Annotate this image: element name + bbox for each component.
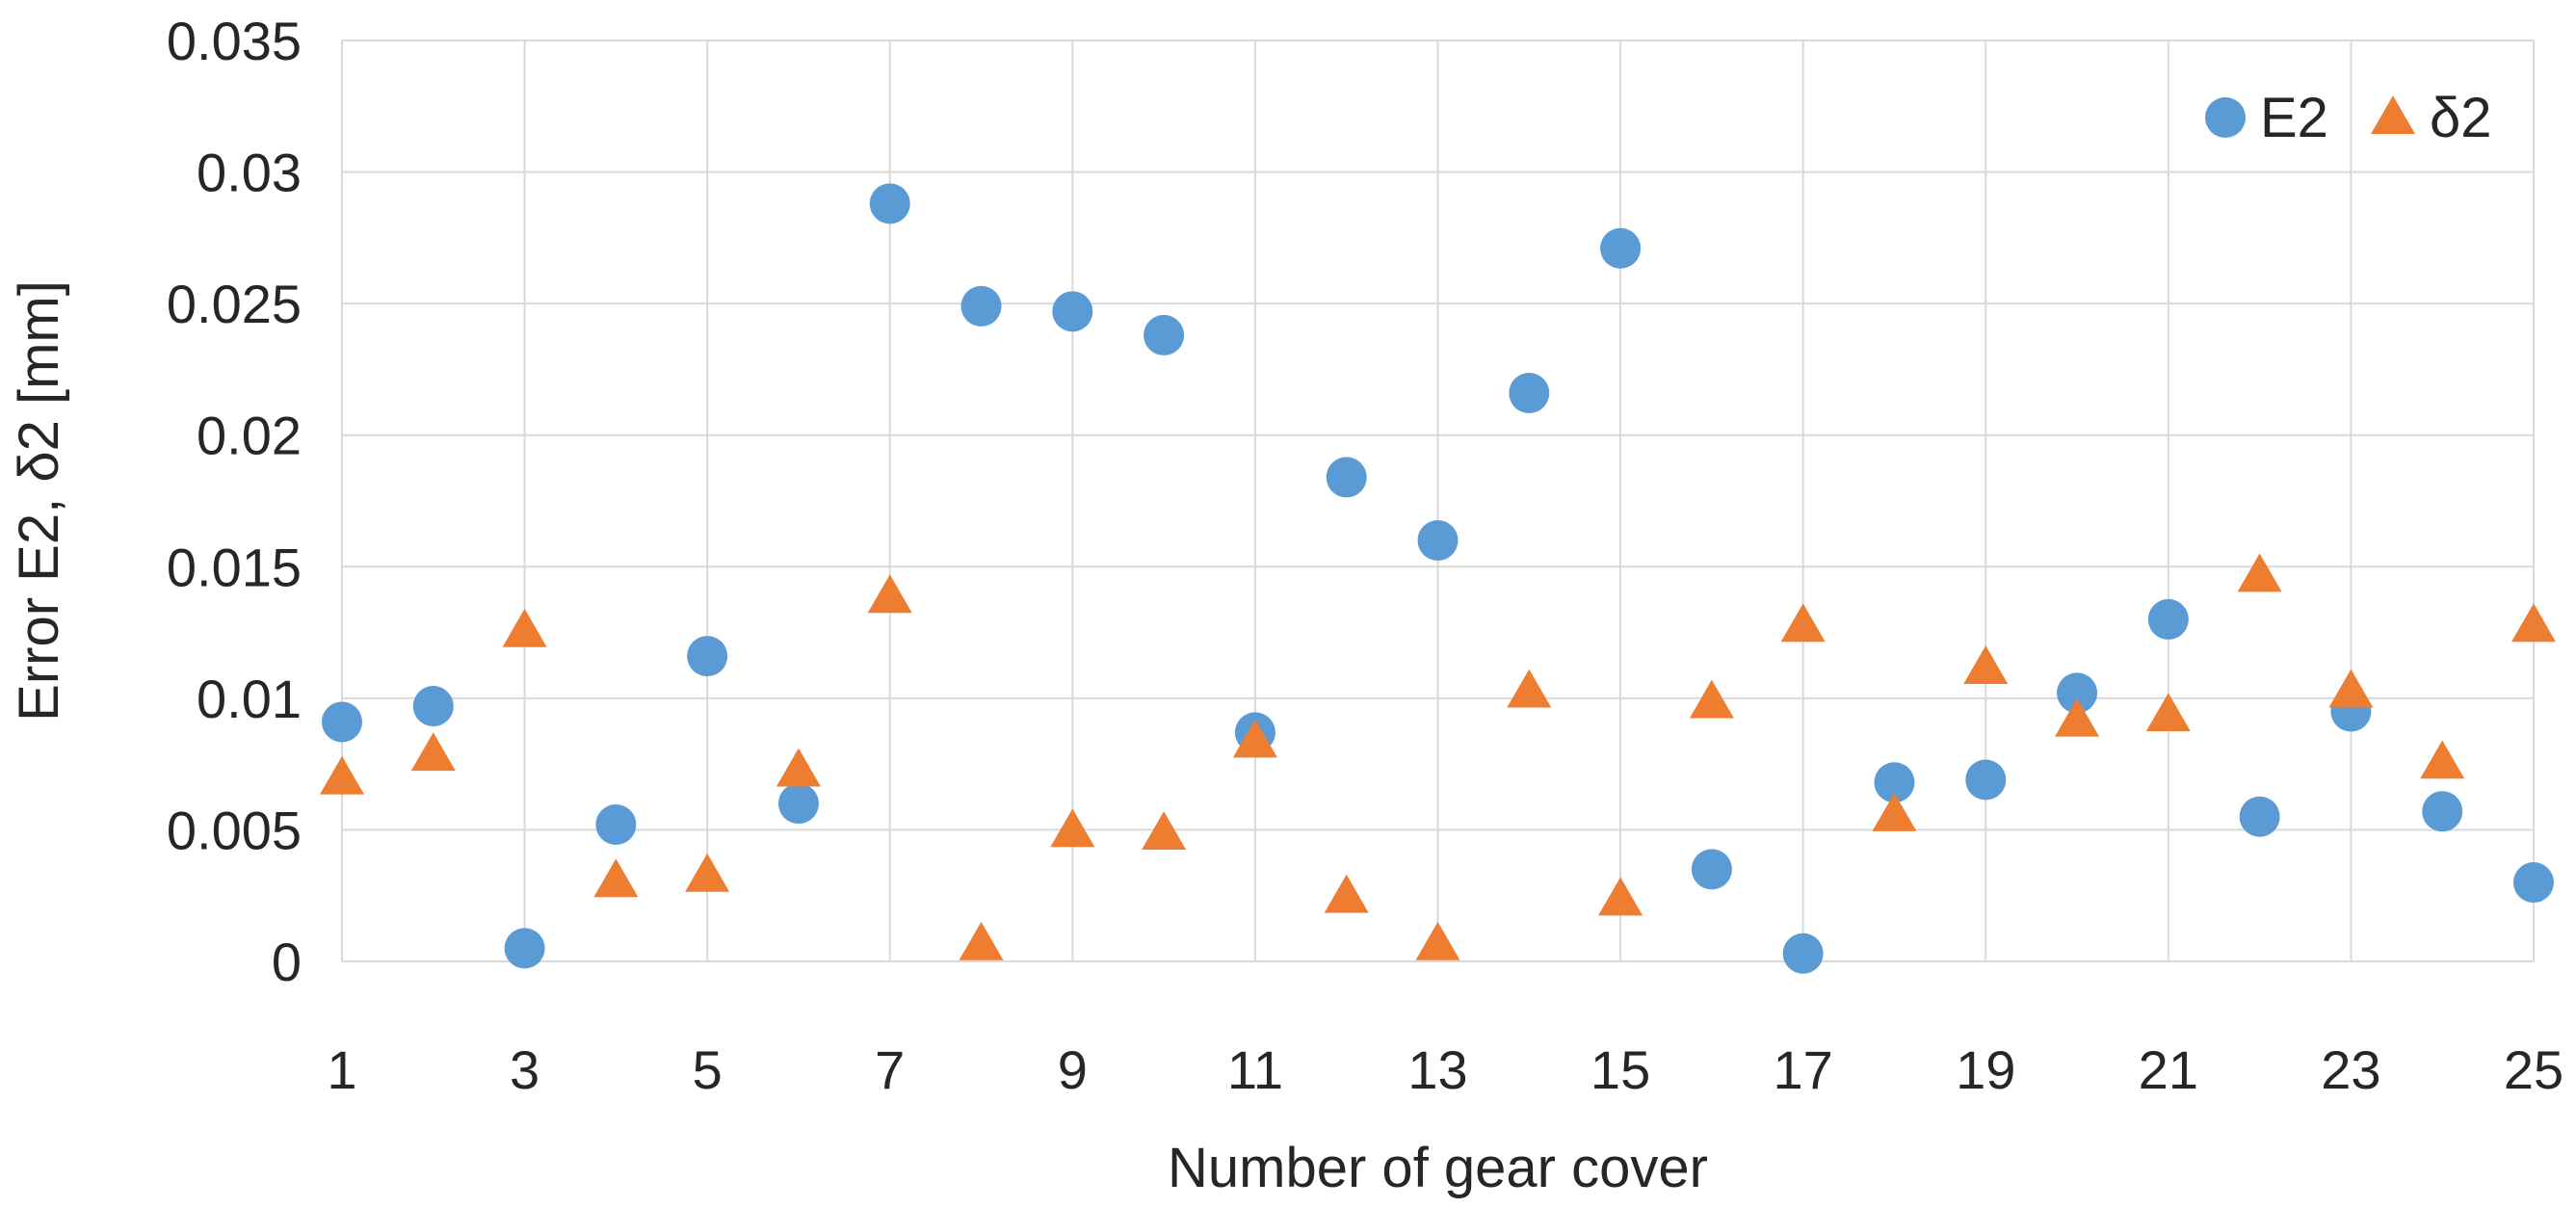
y-tick-label: 0.015: [167, 537, 302, 597]
legend-label-delta2: δ2: [2430, 87, 2492, 149]
x-tick-label: 19: [1956, 1039, 2015, 1100]
data-point-delta2: [2511, 603, 2556, 643]
data-point-e2: [1691, 849, 1732, 890]
data-point-e2: [1417, 519, 1459, 561]
data-point-e2: [2513, 862, 2554, 904]
data-point-delta2: [775, 748, 821, 787]
data-point-delta2: [410, 732, 456, 772]
data-point-delta2: [1507, 669, 1552, 708]
x-tick-label: 17: [1774, 1039, 1833, 1100]
data-point-delta2: [2237, 553, 2282, 592]
data-point-e2: [1965, 759, 2007, 801]
data-point-e2: [504, 928, 545, 969]
data-point-e2: [1326, 457, 1367, 498]
data-point-delta2: [1415, 921, 1460, 960]
y-axis-title: Error E2, δ2 [mm]: [8, 280, 70, 722]
data-point-delta2: [502, 608, 547, 647]
data-point-e2: [2147, 598, 2189, 640]
data-point-e2: [1052, 291, 1093, 332]
data-point-e2: [322, 701, 362, 743]
data-point-delta2: [1324, 874, 1369, 913]
data-point-delta2: [1142, 811, 1187, 851]
data-point-delta2: [1232, 719, 1277, 758]
y-axis-ticks: 0 0.005 0.01 0.015 0.02 0.025 0.03 0.035: [167, 11, 302, 992]
series-delta2: [320, 553, 2556, 960]
data-point-e2: [869, 183, 910, 224]
data-point-e2: [960, 285, 1002, 327]
data-point-delta2: [2328, 669, 2374, 708]
y-tick-label: 0.025: [167, 274, 302, 334]
x-tick-label: 25: [2504, 1039, 2563, 1100]
legend-label-e2: E2: [2260, 87, 2328, 149]
data-point-e2: [1600, 227, 1642, 269]
data-point-e2: [777, 783, 819, 825]
data-point-e2: [2057, 672, 2098, 714]
x-tick-label: 3: [510, 1039, 539, 1100]
legend-marker-e2: [2205, 97, 2246, 138]
data-point-delta2: [959, 921, 1004, 960]
x-tick-label: 15: [1590, 1039, 1650, 1100]
x-tick-label: 7: [875, 1039, 905, 1100]
data-point-delta2: [1689, 679, 1734, 719]
data-point-delta2: [593, 858, 639, 898]
y-tick-label: 0.01: [197, 669, 302, 729]
data-series: [320, 183, 2556, 974]
legend: E2 δ2: [2205, 87, 2492, 149]
y-tick-label: 0.005: [167, 800, 302, 860]
data-point-e2: [412, 686, 454, 727]
data-point-e2: [2239, 796, 2280, 837]
x-axis-ticks: 1 3 5 7 9 11 13 15 17 19 21 23 25: [327, 1039, 2563, 1100]
data-point-delta2: [2145, 693, 2191, 732]
data-point-e2: [1509, 373, 1550, 414]
data-point-delta2: [320, 755, 364, 795]
y-tick-label: 0: [272, 932, 302, 992]
data-point-delta2: [685, 853, 730, 892]
data-point-delta2: [2055, 697, 2100, 737]
data-point-delta2: [1872, 793, 1917, 831]
x-tick-label: 11: [1227, 1039, 1283, 1100]
x-tick-label: 1: [327, 1039, 356, 1100]
x-tick-label: 5: [693, 1039, 723, 1100]
data-point-delta2: [2420, 740, 2465, 779]
x-tick-label: 13: [1407, 1039, 1467, 1100]
data-point-e2: [595, 803, 637, 845]
data-point-e2: [687, 636, 728, 677]
data-point-e2: [1782, 932, 1824, 974]
x-axis-title: Number of gear cover: [1168, 1137, 1708, 1199]
data-point-e2: [1143, 314, 1185, 355]
data-point-delta2: [1598, 877, 1643, 916]
data-point-delta2: [867, 574, 912, 614]
y-tick-label: 0.035: [167, 11, 302, 71]
data-point-delta2: [1050, 808, 1095, 848]
x-tick-label: 23: [2321, 1039, 2380, 1100]
data-point-e2: [2422, 791, 2463, 832]
x-tick-label: 21: [2139, 1039, 2198, 1100]
y-tick-label: 0.03: [197, 143, 302, 203]
gridlines: [341, 39, 2535, 962]
x-tick-label: 9: [1058, 1039, 1088, 1100]
data-point-delta2: [1963, 645, 2009, 684]
legend-marker-delta2: [2371, 95, 2415, 135]
data-point-delta2: [1780, 603, 1826, 643]
y-tick-label: 0.02: [197, 406, 302, 466]
data-point-e2: [1874, 762, 1915, 803]
